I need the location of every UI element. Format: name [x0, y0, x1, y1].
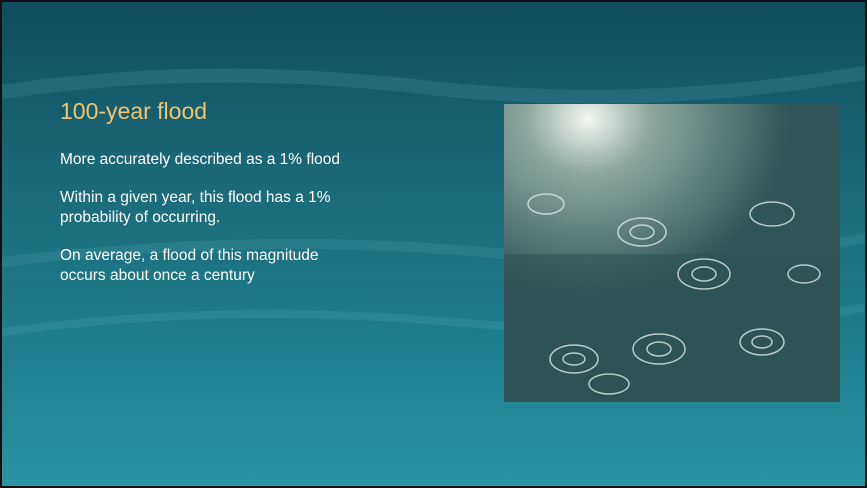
rain-photo — [504, 104, 840, 402]
paragraph: Within a given year, this flood has a 1%… — [60, 188, 460, 228]
slide-title: 100-year flood — [60, 98, 207, 125]
paragraph: More accurately described as a 1% flood — [60, 150, 460, 170]
text-line: On average, a flood of this magnitude — [60, 246, 460, 266]
text-line: occurs about once a century — [60, 266, 460, 286]
text-line: More accurately described as a 1% flood — [60, 150, 460, 170]
slide: 100-year flood More accurately described… — [0, 0, 867, 488]
slide-body: More accurately described as a 1% flood W… — [60, 150, 460, 304]
text-line: Within a given year, this flood has a 1% — [60, 188, 460, 208]
text-line: probability of occurring. — [60, 208, 460, 228]
